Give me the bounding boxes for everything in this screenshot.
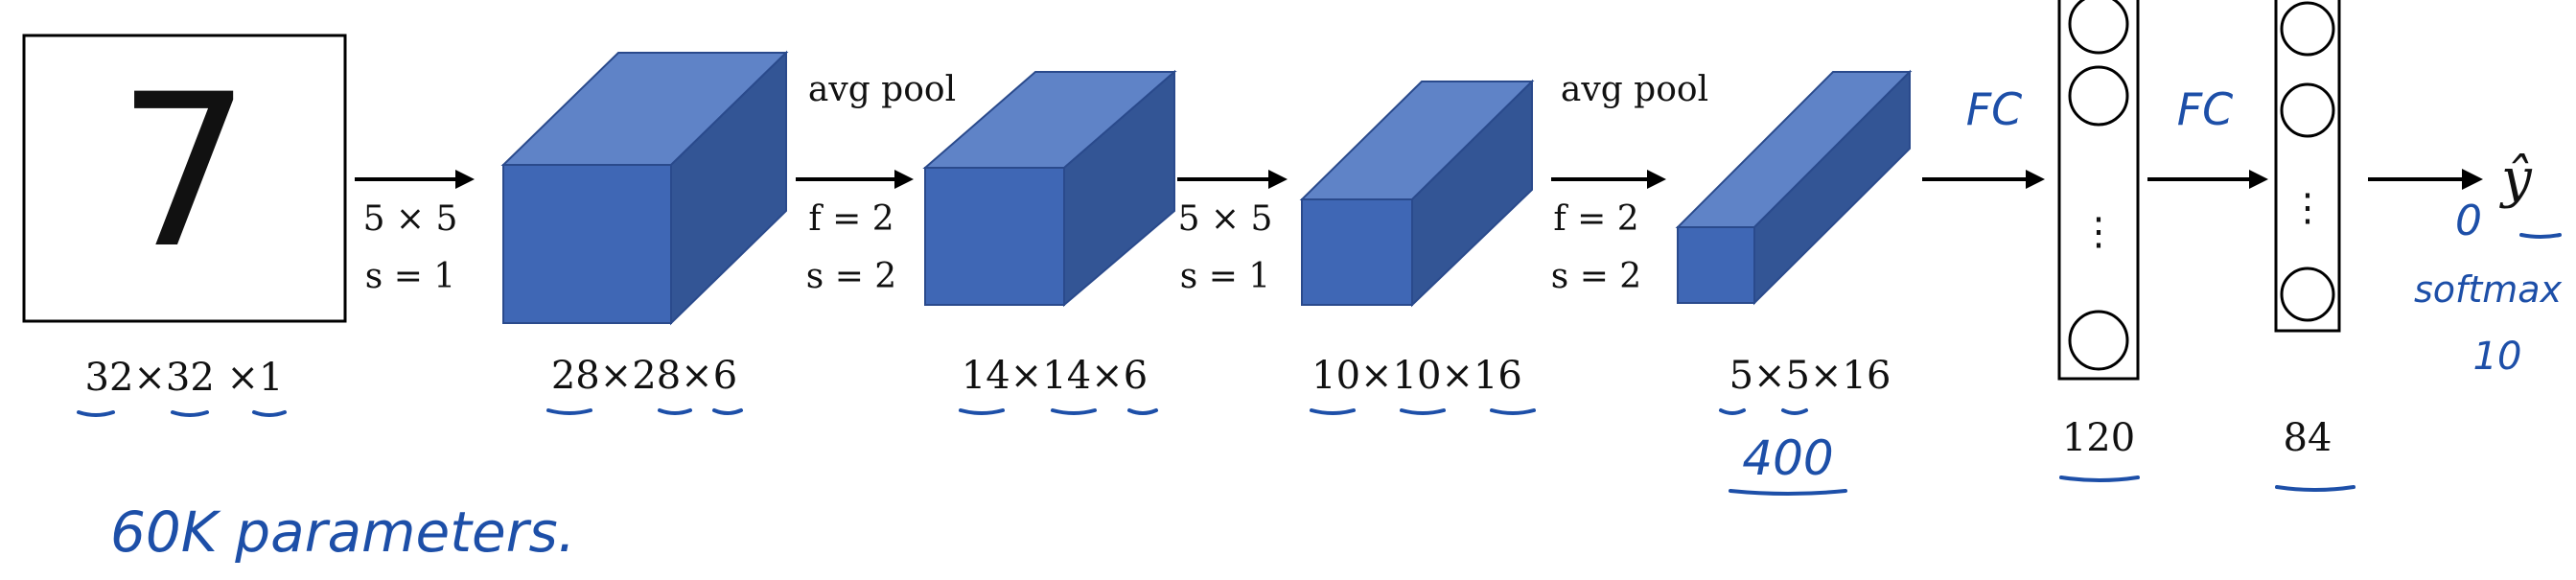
arrowhead <box>455 170 475 189</box>
pool2-dims: 5×5×16 <box>1729 354 1891 398</box>
conv1-dims: 28×28×6 <box>551 354 737 398</box>
cube-front <box>1301 198 1413 306</box>
input-image: 7 <box>22 34 347 323</box>
pool1-stride: s = 2 <box>806 257 896 296</box>
underline <box>1400 408 1446 415</box>
underline <box>1310 408 1356 415</box>
underline <box>1781 408 1808 415</box>
neuron <box>2068 0 2129 55</box>
neuron <box>2280 82 2335 138</box>
pool2-flatten-note: 400 <box>1742 430 1833 486</box>
cube-front <box>502 164 672 324</box>
pool1-title: avg pool <box>808 70 956 109</box>
underline <box>1051 408 1097 415</box>
underline <box>77 410 115 417</box>
underline <box>712 408 743 415</box>
pool1-filter: f = 2 <box>808 199 893 239</box>
neuron <box>2068 310 2129 371</box>
arrowhead <box>2462 169 2483 190</box>
cube-front <box>924 167 1065 306</box>
underline <box>2275 485 2356 492</box>
conv1-kernel: 5 × 5 <box>363 199 458 239</box>
neuron <box>2280 267 2335 322</box>
underline <box>2059 476 2140 482</box>
underline <box>546 408 592 415</box>
pool2-filter: f = 2 <box>1553 199 1638 239</box>
underline <box>252 410 287 417</box>
fc2-ellipsis: ⋮ <box>2288 186 2327 230</box>
input-digit: 7 <box>117 49 251 294</box>
conv2-stride: s = 1 <box>1180 257 1270 296</box>
output-count-note: 10 <box>2473 335 2522 379</box>
neuron <box>2068 65 2129 127</box>
conv2-kernel: 5 × 5 <box>1178 199 1273 239</box>
fc1-ellipsis: ⋮ <box>2079 210 2118 254</box>
conv1-stride: s = 1 <box>365 257 455 296</box>
underline <box>2519 233 2562 239</box>
underline <box>1729 489 1847 496</box>
arrowhead <box>894 170 914 189</box>
arrowhead <box>1647 170 1666 189</box>
underline <box>658 408 692 415</box>
arrowhead <box>2026 170 2045 189</box>
conv1-volume <box>500 50 789 326</box>
underline <box>171 410 209 417</box>
fc2-dims: 84 <box>2284 416 2332 460</box>
cube-front <box>1677 226 1755 304</box>
pool1-volume <box>922 69 1177 308</box>
underline <box>1127 408 1158 415</box>
pool2-title: avg pool <box>1561 70 1708 109</box>
underline <box>1490 408 1536 415</box>
conv2-dims: 10×10×16 <box>1311 354 1522 398</box>
fc2-label: FC <box>2177 83 2234 135</box>
neuron <box>2280 1 2335 57</box>
pool1-dims: 14×14×6 <box>962 354 1148 398</box>
fc1-layer: ⋮ <box>2057 0 2140 381</box>
input-dims: 32×32 ×1 <box>85 356 284 400</box>
pool2-stride: s = 2 <box>1551 257 1641 296</box>
output-symbol: ŷ <box>2498 148 2533 210</box>
arrowhead <box>1268 170 1288 189</box>
underline <box>959 408 1005 415</box>
input-image-box <box>22 34 347 323</box>
arrowhead <box>2249 170 2268 189</box>
pool2-volume <box>1675 69 1913 306</box>
output-zero-note: 0 <box>2455 197 2482 245</box>
fc1-label: FC <box>1966 83 2023 135</box>
output-softmax-note: softmax <box>2414 268 2563 311</box>
fc2-layer: ⋮ <box>2274 0 2341 333</box>
parameters-note: 60K parameters. <box>110 499 575 565</box>
underline <box>1719 408 1746 415</box>
conv2-volume <box>1299 79 1535 308</box>
fc1-dims: 120 <box>2062 416 2135 460</box>
